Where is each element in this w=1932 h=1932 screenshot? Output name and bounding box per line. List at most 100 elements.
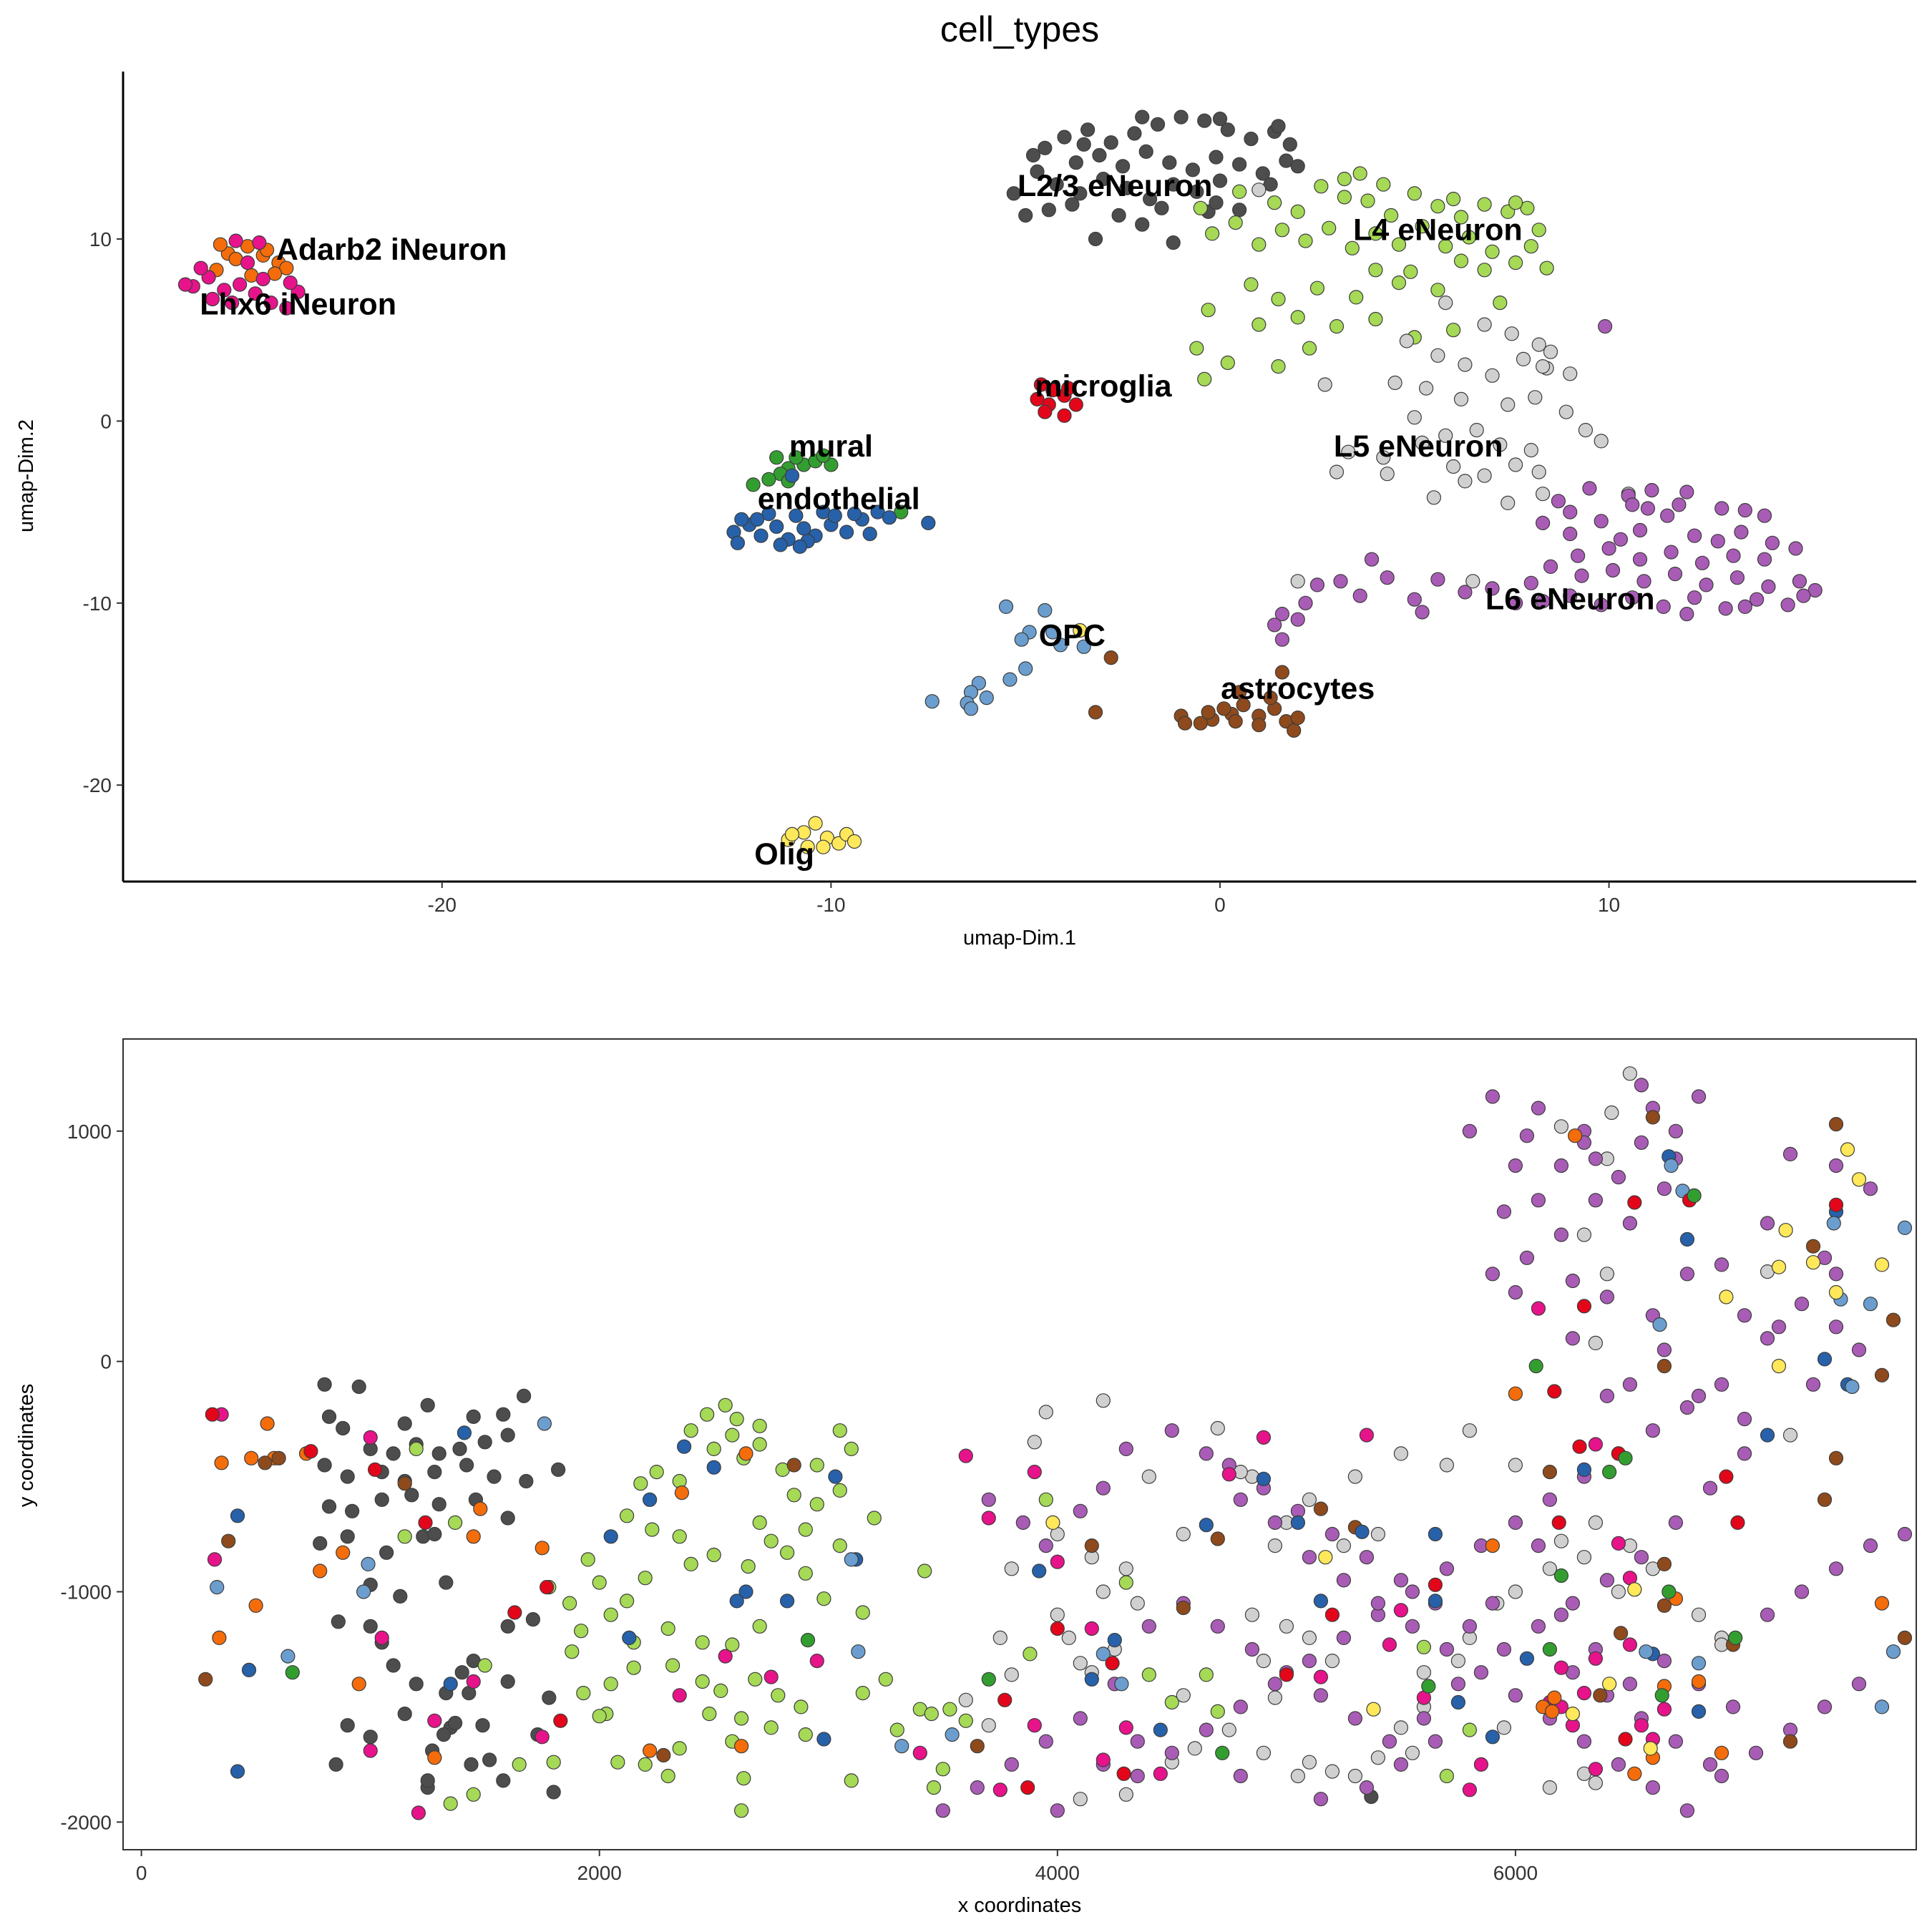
spatial-point-microglia xyxy=(507,1605,522,1620)
spatial-point-l4-eneuron xyxy=(397,1529,412,1544)
umap-point-l5-eneuron xyxy=(1477,317,1492,332)
spatial-point-l4-eneuron xyxy=(855,1605,870,1620)
umap-point-l5-eneuron xyxy=(1543,344,1558,359)
umap-point-l4-eneuron xyxy=(1193,200,1208,215)
spatial-point-olig xyxy=(1627,1582,1642,1597)
spatial-point-astrocytes xyxy=(1313,1501,1329,1516)
spatial-point-l2-3-eneuron xyxy=(542,1690,557,1705)
umap-point-l2-3-eneuron xyxy=(1135,217,1150,232)
umap-point-l2-3-eneuron xyxy=(1166,177,1181,192)
spatial-point-l5-eneuron xyxy=(1210,1420,1225,1436)
spatial-point-l6-eneuron xyxy=(1199,1722,1214,1737)
spatial-point-microglia xyxy=(1324,1607,1340,1622)
spatial-point-l6-eneuron xyxy=(970,1780,985,1795)
umap-point-l6-eneuron xyxy=(1605,562,1621,578)
spatial-point-l2-3-eneuron xyxy=(363,1729,378,1745)
spatial-point-adarb2-ineuron xyxy=(1547,1690,1562,1705)
spatial-point-l4-eneuron xyxy=(752,1437,767,1452)
cluster-label-lhx6-ineuron: Lhx6 iNeuron xyxy=(200,288,396,322)
spatial-point-l6-eneuron xyxy=(1645,1780,1660,1795)
spatial-y-axis-label: y coordinates xyxy=(15,1384,38,1508)
umap-point-l6-eneuron xyxy=(1750,592,1765,607)
spatial-point-l6-eneuron xyxy=(1863,1538,1878,1553)
spatial-point-l5-eneuron xyxy=(1244,1607,1260,1622)
umap-x-tick-label: 10 xyxy=(1598,894,1620,916)
umap-point-l2-3-eneuron xyxy=(1174,109,1189,125)
spatial-point-olig xyxy=(1874,1257,1890,1272)
spatial-point-l2-3-eneuron xyxy=(386,1446,401,1461)
umap-point-astrocytes xyxy=(1216,701,1231,716)
umap-point-l5-eneuron xyxy=(1376,450,1391,465)
umap-point-l4-eneuron xyxy=(1189,341,1204,356)
spatial-point-astrocytes xyxy=(1542,1465,1557,1480)
spatial-point-l6-eneuron xyxy=(1553,1227,1568,1242)
spatial-point-lhx6-ineuron xyxy=(1576,1686,1591,1701)
umap-point-olig xyxy=(1073,623,1088,638)
spatial-point-l6-eneuron xyxy=(1450,1677,1466,1692)
spatial-panel: 0 2000 4000 6000 -2000 -1000 0 1000 x coordina… xyxy=(15,1038,1917,1917)
spatial-point-l5-eneuron xyxy=(1782,1428,1798,1443)
spatial-point-opc xyxy=(1652,1317,1667,1332)
spatial-point-endothelial xyxy=(1485,1729,1500,1745)
spatial-point-l6-eneuron xyxy=(935,1803,950,1818)
spatial-x-axis-label: x coordinates xyxy=(958,1894,1082,1917)
umap-point-l4-eneuron xyxy=(1407,186,1422,201)
umap-point-l6-eneuron xyxy=(1726,548,1741,563)
spatial-point-lhx6-ineuron xyxy=(763,1669,779,1684)
spatial-point-mural xyxy=(1528,1358,1543,1374)
umap-point-l5-eneuron xyxy=(1465,574,1480,589)
spatial-point-opc xyxy=(844,1552,859,1567)
umap-point-l5-eneuron xyxy=(1290,574,1305,589)
spatial-point-l4-eneuron xyxy=(702,1707,717,1722)
spatial-point-l4-eneuron xyxy=(958,1713,973,1728)
umap-point-l6-eneuron xyxy=(1598,319,1613,334)
spatial-point-l4-eneuron xyxy=(409,1441,424,1457)
umap-point-endothelial xyxy=(789,508,804,523)
umap-point-lhx6-ineuron xyxy=(252,235,267,250)
spatial-point-l6-eneuron xyxy=(1233,1768,1248,1784)
umap-point-l6-eneuron xyxy=(1574,568,1589,583)
umap-point-l2-3-eneuron xyxy=(1197,113,1212,128)
spatial-point-l2-3-eneuron xyxy=(546,1785,561,1800)
umap-point-mural xyxy=(761,472,776,487)
umap-point-astrocytes xyxy=(1263,690,1278,706)
umap-point-l2-3-eneuron xyxy=(1189,184,1204,199)
umap-point-astrocytes xyxy=(1287,723,1302,738)
spatial-point-opc xyxy=(1096,1646,1111,1662)
spatial-point-l5-eneuron xyxy=(1118,1561,1133,1576)
umap-point-l4-eneuron xyxy=(1302,341,1317,356)
spatial-point-l6-eneuron xyxy=(1038,1734,1053,1749)
spatial-point-l4-eneuron xyxy=(748,1672,763,1687)
spatial-point-astrocytes xyxy=(1176,1600,1191,1616)
spatial-point-microglia xyxy=(1828,1197,1844,1212)
spatial-point-l4-eneuron xyxy=(580,1552,595,1567)
umap-point-l2-3-eneuron xyxy=(1041,203,1056,218)
spatial-point-l6-eneuron xyxy=(1015,1515,1030,1530)
umap-point-lhx6-ineuron xyxy=(263,296,278,311)
umap-points xyxy=(177,109,1823,854)
spatial-point-lhx6-ineuron xyxy=(912,1745,927,1760)
spatial-point-l4-eneuron xyxy=(926,1780,942,1795)
spatial-point-adarb2-ineuron xyxy=(738,1446,753,1461)
umap-point-lhx6-ineuron xyxy=(248,286,263,301)
spatial-point-l5-eneuron xyxy=(1118,1787,1133,1802)
spatial-point-l2-3-eneuron xyxy=(500,1428,515,1443)
spatial-point-l5-eneuron xyxy=(1604,1105,1619,1121)
spatial-point-l2-3-eneuron xyxy=(386,1658,401,1673)
spatial-point-opc xyxy=(894,1739,909,1754)
spatial-point-l2-3-eneuron xyxy=(466,1409,481,1425)
spatial-point-l6-eneuron xyxy=(1828,1158,1844,1174)
spatial-point-l4-eneuron xyxy=(477,1658,492,1673)
spatial-point-mural xyxy=(1728,1630,1743,1645)
umap-point-l4-eneuron xyxy=(1252,237,1267,252)
umap-point-l6-eneuron xyxy=(1274,632,1290,647)
spatial-point-opc xyxy=(1639,1644,1654,1659)
spatial-point-adarb2-ineuron xyxy=(1545,1704,1560,1719)
umap-point-l6-eneuron xyxy=(1734,525,1749,540)
umap-point-l6-eneuron xyxy=(1613,532,1628,547)
spatial-point-l6-eneuron xyxy=(1073,1503,1088,1518)
spatial-point-l2-3-eneuron xyxy=(482,1752,497,1767)
spatial-point-l5-eneuron xyxy=(992,1630,1008,1645)
umap-point-l6-eneuron xyxy=(1571,548,1586,563)
umap-point-l6-eneuron xyxy=(1664,545,1679,560)
